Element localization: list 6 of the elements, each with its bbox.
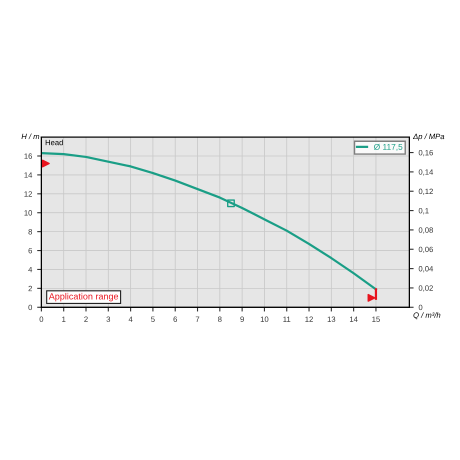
legend-label: Ø 117,5 xyxy=(374,144,402,151)
point xyxy=(42,160,50,168)
line-series xyxy=(41,152,378,290)
annotation: Application range xyxy=(48,292,118,302)
point xyxy=(368,294,376,302)
point xyxy=(227,199,235,208)
